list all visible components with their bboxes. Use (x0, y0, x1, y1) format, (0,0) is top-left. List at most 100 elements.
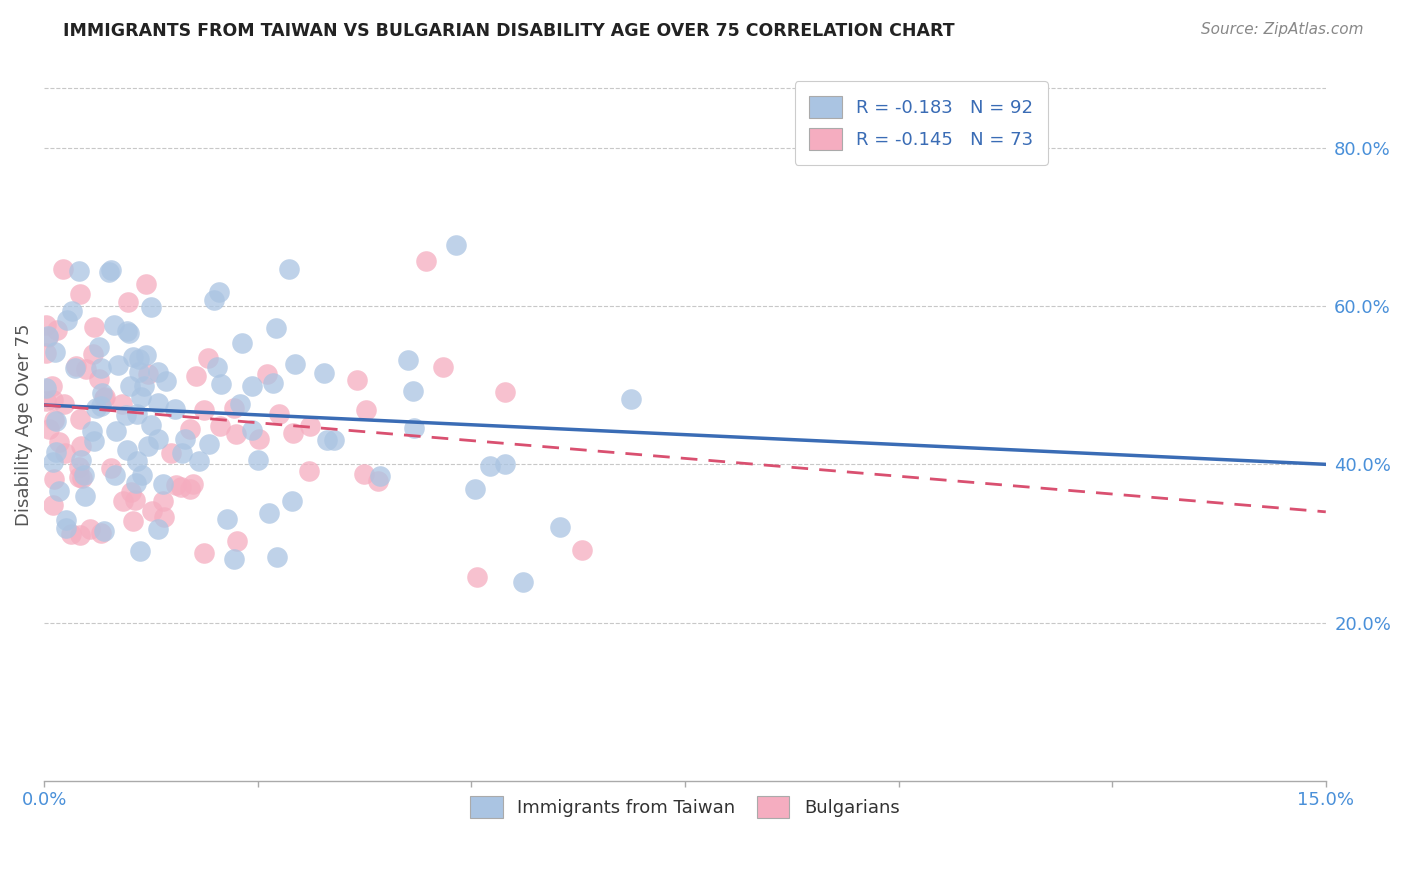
Point (45, 414, 67, 428)
Point (91, 386, 114, 401)
Point (398, 353, 420, 368)
Point (125, 453, 148, 467)
Point (37, 330, 59, 344)
Point (256, 368, 278, 382)
Point (138, 368, 160, 382)
Point (52, 261, 75, 276)
Point (181, 476, 204, 491)
Point (42, 472, 65, 486)
Y-axis label: Disability Age Over 75: Disability Age Over 75 (15, 324, 32, 526)
Point (70, 471, 93, 485)
Point (281, 494, 304, 508)
Point (41, 378, 63, 392)
Point (571, 543, 593, 558)
Text: IMMIGRANTS FROM TAIWAN VS BULGARIAN DISABILITY AGE OVER 75 CORRELATION CHART: IMMIGRANTS FROM TAIWAN VS BULGARIAN DISA… (63, 22, 955, 40)
Point (104, 424, 127, 438)
Point (367, 474, 389, 488)
Point (38, 422, 60, 436)
Point (82, 424, 104, 438)
Point (548, 520, 571, 534)
Point (146, 432, 169, 446)
Point (139, 418, 162, 433)
Point (35, 346, 58, 360)
Point (246, 453, 269, 467)
Point (353, 467, 375, 482)
Point (247, 433, 270, 447)
Point (53, 397, 76, 411)
Point (55, 520, 77, 534)
Point (146, 522, 169, 536)
Point (267, 407, 290, 421)
Point (224, 551, 246, 566)
Point (42, 498, 65, 512)
Point (312, 366, 335, 380)
Point (128, 351, 150, 366)
Point (90, 525, 112, 540)
Point (479, 459, 502, 474)
Point (231, 336, 253, 351)
Point (163, 402, 186, 417)
Point (444, 238, 467, 252)
Point (264, 320, 287, 334)
Point (465, 570, 488, 584)
Point (67, 263, 90, 277)
Point (225, 426, 247, 441)
Point (228, 397, 250, 411)
Point (117, 326, 139, 340)
Point (174, 432, 197, 446)
Point (146, 365, 169, 379)
Point (209, 376, 232, 391)
Point (70, 453, 93, 467)
Point (73, 468, 96, 483)
Point (225, 533, 247, 548)
Point (179, 422, 201, 436)
Point (35, 394, 58, 409)
Point (240, 379, 263, 393)
Point (170, 480, 193, 494)
Legend: Immigrants from Taiwan, Bulgarians: Immigrants from Taiwan, Bulgarians (463, 789, 907, 825)
Point (69, 411, 91, 425)
Point (70, 439, 93, 453)
Point (87, 372, 110, 386)
Point (67, 460, 90, 475)
Point (121, 514, 143, 528)
Point (187, 454, 209, 468)
Point (160, 446, 183, 460)
Point (118, 379, 141, 393)
Point (402, 421, 425, 435)
Point (198, 436, 221, 450)
Point (464, 482, 486, 496)
Point (153, 509, 176, 524)
Point (69, 286, 91, 301)
Point (415, 254, 437, 268)
Point (354, 403, 377, 417)
Point (42, 392, 65, 407)
Point (100, 461, 122, 475)
Point (67, 470, 90, 484)
Point (222, 401, 245, 416)
Point (128, 365, 150, 379)
Point (60, 527, 83, 541)
Point (165, 478, 187, 492)
Point (103, 318, 125, 332)
Point (139, 300, 162, 314)
Point (298, 464, 321, 478)
Point (41, 455, 63, 469)
Point (186, 369, 208, 384)
Point (277, 262, 299, 277)
Point (117, 294, 139, 309)
Text: Source: ZipAtlas.com: Source: ZipAtlas.com (1201, 22, 1364, 37)
Point (155, 374, 177, 388)
Point (124, 493, 146, 508)
Point (494, 384, 516, 399)
Point (141, 504, 163, 518)
Point (202, 293, 225, 307)
Point (135, 347, 157, 361)
Point (148, 396, 170, 410)
Point (53, 446, 76, 460)
Point (266, 549, 288, 564)
Point (129, 390, 152, 404)
Point (283, 425, 305, 440)
Point (93, 392, 115, 406)
Point (79, 522, 101, 536)
